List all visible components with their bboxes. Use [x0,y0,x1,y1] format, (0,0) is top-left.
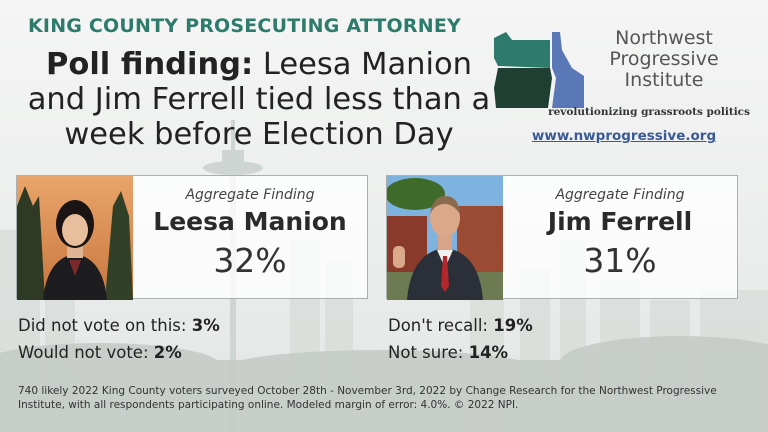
stat-label: Don't recall: [388,316,488,335]
pacific-northwest-map-icon [494,32,584,108]
headline-rest: Leesa Manion and Jim Ferrell tied less t… [27,47,491,152]
stat-label: Did not vote on this: [18,316,187,335]
methodology-footnote: 740 likely 2022 King County voters surve… [18,385,717,411]
section-kicker: KING COUNTY PROSECUTING ATTORNEY [28,15,461,37]
stat-would-not-vote: Would not vote: 2% [18,343,182,362]
manion-finding-label: Aggregate Finding [185,187,315,203]
stat-not-sure: Not sure: 14% [388,343,508,362]
ferrell-photo [387,176,503,300]
stat-dont-recall: Don't recall: 19% [388,316,533,335]
website-link[interactable]: www.nwprogressive.org [531,128,717,144]
logo-tagline: revolutionizing grassroots politics [548,106,750,118]
stat-label: Not sure: [388,343,464,362]
logo-name-line3: Institute [624,69,704,91]
manion-percent: 32% [213,241,287,280]
headline: Poll finding: Leesa Manion and Jim Ferre… [14,47,504,152]
manion-card-body: Aggregate Finding Leesa Manion 32% [133,176,367,300]
headline-bold: Poll finding: [46,47,254,82]
logo-name: Northwest Progressive Institute [584,28,744,91]
logo-name-line2: Progressive [609,48,719,70]
manion-photo [17,176,133,300]
ferrell-name: Jim Ferrell [547,207,693,236]
ferrell-finding-label: Aggregate Finding [555,187,685,203]
npi-logo: Northwest Progressive Institute revoluti… [492,22,762,152]
stat-did-not-vote: Did not vote on this: 3% [18,316,220,335]
ferrell-card-body: Aggregate Finding Jim Ferrell 31% [503,176,737,300]
stat-value: 2% [153,343,182,362]
candidate-card-manion: Aggregate Finding Leesa Manion 32% [16,175,368,300]
stat-value: 19% [493,316,533,335]
stat-label: Would not vote: [18,343,149,362]
ferrell-percent: 31% [583,241,657,280]
logo-name-line1: Northwest [615,27,713,49]
stat-value: 14% [468,343,509,362]
candidate-card-ferrell: Aggregate Finding Jim Ferrell 31% [386,175,738,300]
stat-value: 3% [191,316,220,335]
manion-name: Leesa Manion [153,207,347,236]
